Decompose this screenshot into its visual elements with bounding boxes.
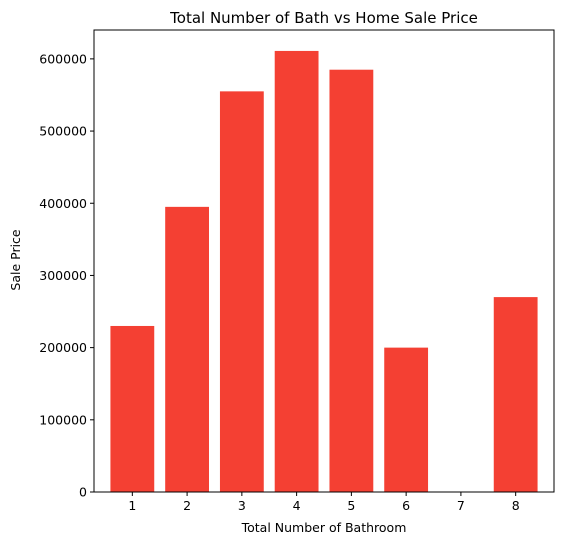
bar-bath-8 (493, 297, 538, 492)
bars-group (110, 50, 538, 492)
bar-bath-2 (165, 206, 209, 492)
y-tick-label: 200000 (39, 340, 87, 355)
x-tick-label: 3 (238, 498, 246, 513)
x-tick-label: 8 (512, 498, 520, 513)
bar-bath-5 (329, 69, 374, 492)
chart-title: Total Number of Bath vs Home Sale Price (169, 9, 478, 27)
y-tick-label: 500000 (39, 124, 87, 139)
axes-group: 1 2 3 4 5 6 7 8 0 100000 200000 300000 400000 500000 6… (39, 29, 555, 513)
bar-bath-4 (274, 50, 319, 492)
x-tick-label: 4 (293, 498, 301, 513)
y-tick-label: 0 (79, 485, 87, 500)
y-tick-label: 100000 (39, 412, 87, 427)
x-tick-label: 2 (183, 498, 191, 513)
x-tick-label: 7 (457, 498, 465, 513)
y-tick-label: 300000 (39, 268, 87, 283)
x-tick-label: 1 (128, 498, 136, 513)
plot-frame (93, 29, 555, 493)
y-tick-label: 600000 (39, 51, 87, 66)
y-tick-label: 400000 (39, 196, 87, 211)
bar-bath-6 (384, 347, 429, 492)
x-tick-label: 5 (347, 498, 355, 513)
x-axis-label: Total Number of Bathroom (241, 520, 407, 535)
bar-bath-3 (219, 91, 264, 492)
x-tick-label: 6 (402, 498, 410, 513)
y-axis-label: Sale Price (8, 229, 23, 291)
bar-bath-1 (110, 325, 155, 492)
